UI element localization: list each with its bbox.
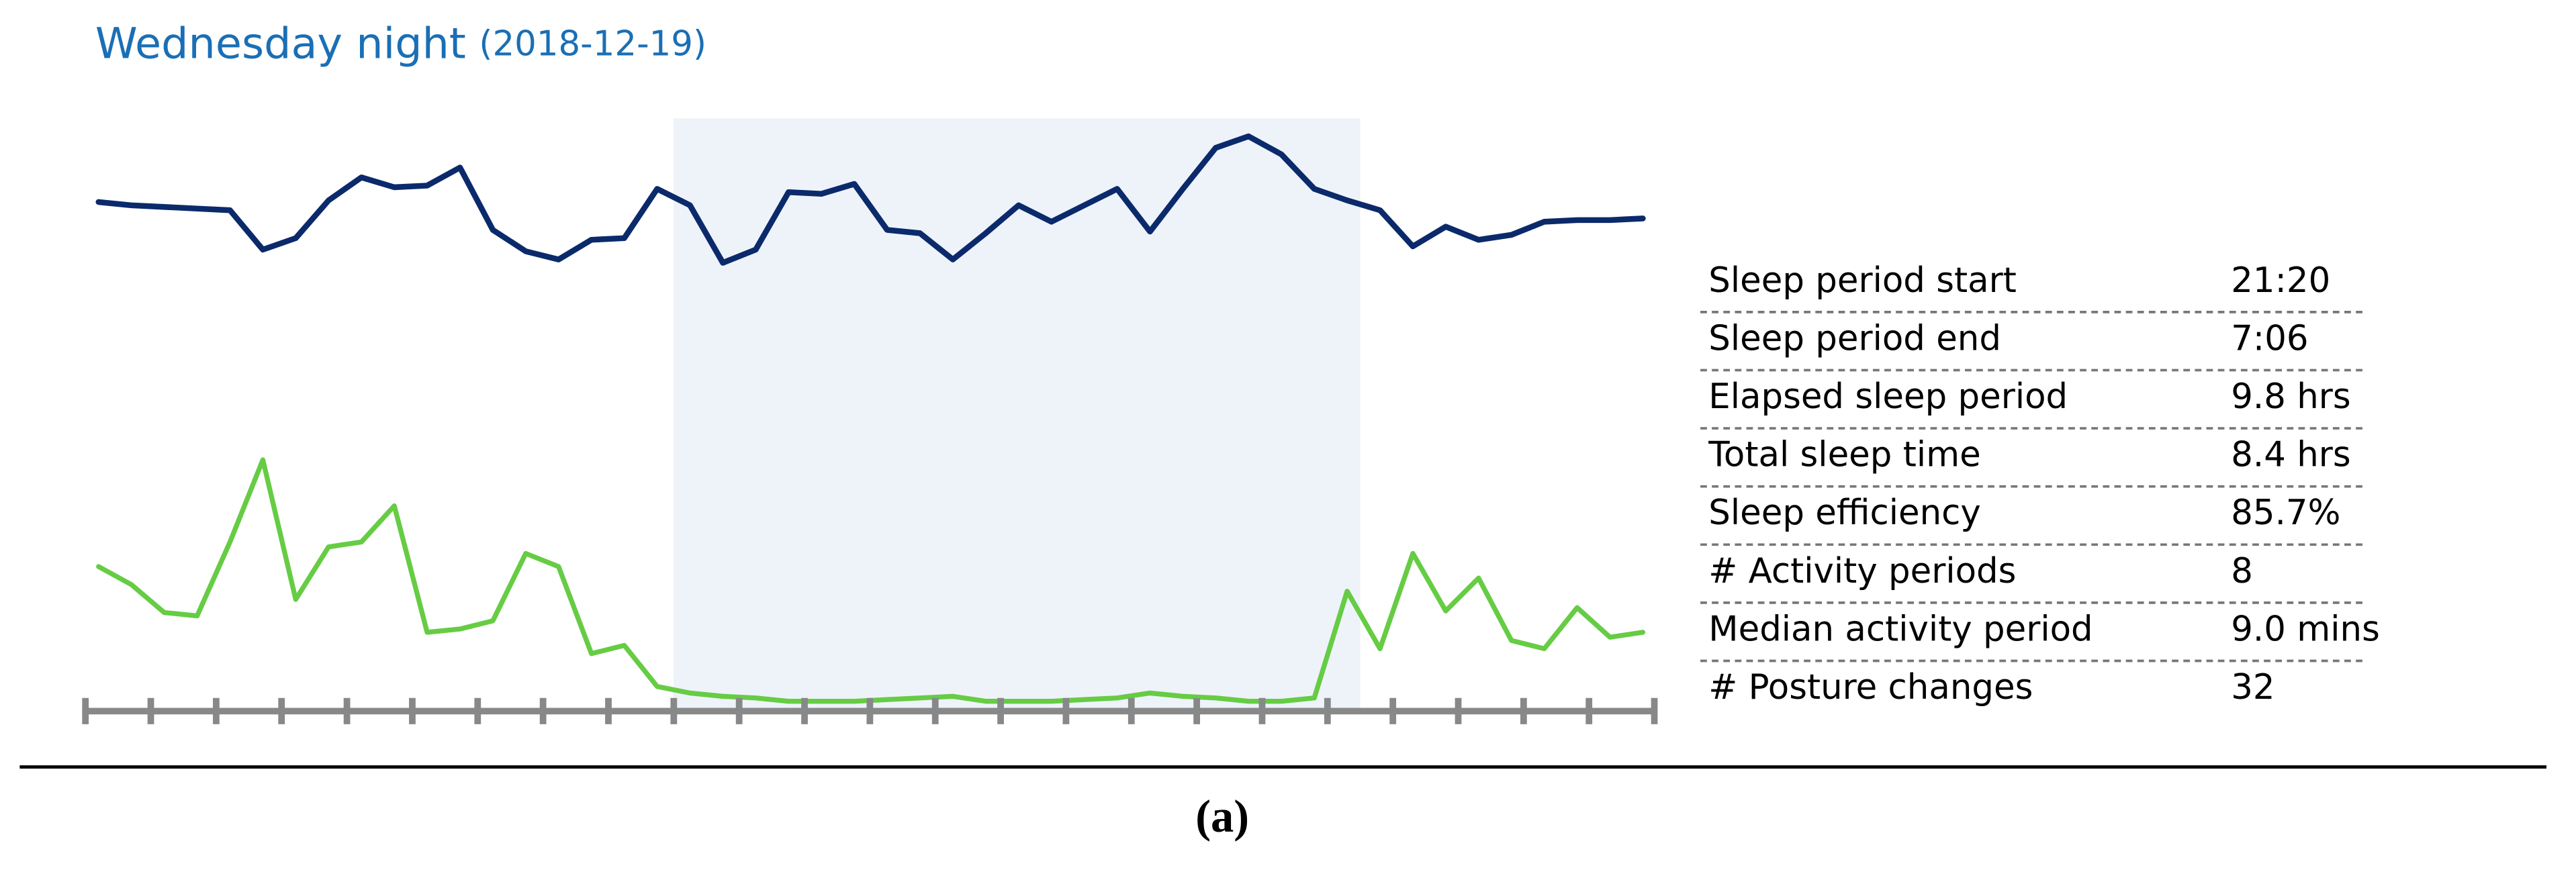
summary-table: Sleep period start 21:20 Sleep period end 7… (1700, 260, 2380, 708)
row-label: Sleep period start (1708, 260, 2017, 301)
row-value: 32 (2231, 667, 2274, 708)
row-label: Sleep period end (1708, 318, 2001, 358)
row-label: Median activity period (1708, 609, 2092, 649)
title-date: (2018-12-19) (479, 24, 706, 64)
row-value: 8.4 hrs (2231, 435, 2350, 475)
row-value: 85.7% (2231, 493, 2340, 533)
row-label: Sleep efficiency (1708, 493, 1981, 533)
row-label: # Activity periods (1708, 551, 2016, 591)
series-line (95, 133, 1646, 266)
row-label: Elapsed sleep period (1708, 377, 2068, 417)
row-label: Total sleep time (1708, 435, 1980, 475)
row-value: 8 (2231, 551, 2253, 591)
row-value: 7:06 (2231, 318, 2308, 358)
row-label: # Posture changes (1708, 667, 2033, 708)
row-value: 21:20 (2231, 260, 2330, 301)
title-text: Wednesday night (95, 18, 466, 68)
title: Wednesday night (2018-12-19) (95, 18, 706, 68)
row-value: 9.0 mins (2231, 609, 2380, 649)
sleep-period-shade (674, 118, 1361, 712)
caption: (a) (1195, 791, 1249, 842)
time-ticks (82, 697, 1658, 724)
row-value: 9.8 hrs (2231, 377, 2350, 417)
